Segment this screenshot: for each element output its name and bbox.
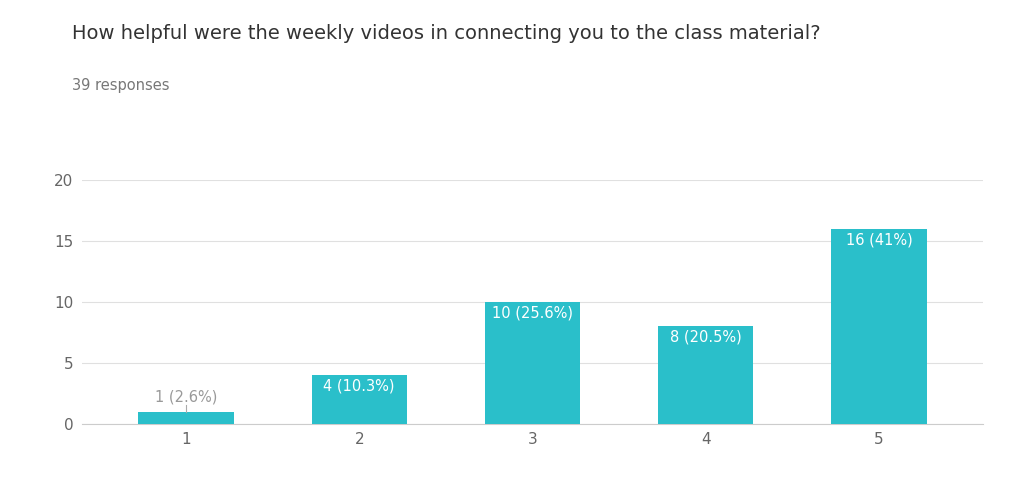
Text: 1 (2.6%): 1 (2.6%) xyxy=(155,390,217,405)
Bar xyxy=(831,229,927,424)
Text: How helpful were the weekly videos in connecting you to the class material?: How helpful were the weekly videos in co… xyxy=(72,24,820,43)
Text: 16 (41%): 16 (41%) xyxy=(846,232,912,247)
Text: 4 (10.3%): 4 (10.3%) xyxy=(324,379,395,393)
Text: 39 responses: 39 responses xyxy=(72,78,169,93)
Bar xyxy=(484,302,581,424)
Bar xyxy=(658,326,754,424)
Bar xyxy=(311,375,407,424)
Text: 8 (20.5%): 8 (20.5%) xyxy=(670,330,741,345)
Bar xyxy=(138,412,233,424)
Text: 10 (25.6%): 10 (25.6%) xyxy=(492,306,573,320)
